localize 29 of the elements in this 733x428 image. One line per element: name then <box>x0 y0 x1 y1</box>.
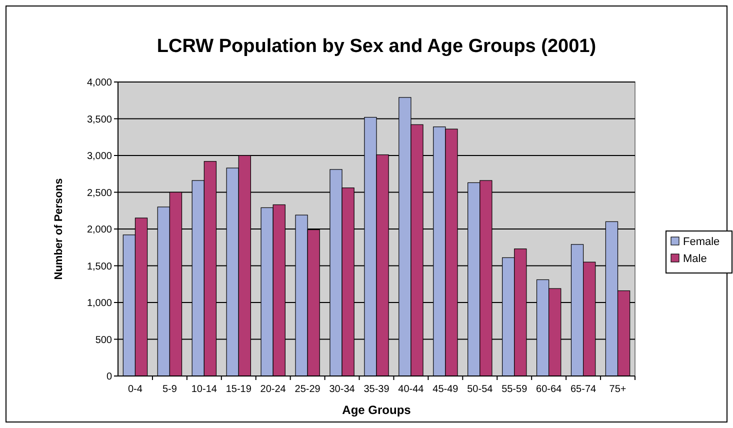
x-tick-label: 20-24 <box>260 384 286 395</box>
x-tick-label: 75+ <box>609 384 626 395</box>
x-tick-label: 30-34 <box>329 384 356 395</box>
x-tick-label: 45-49 <box>432 384 459 395</box>
y-axis-title: Number of Persons <box>53 178 65 280</box>
y-tick-label: 0 <box>106 372 112 382</box>
y-tick-label: 4,000 <box>86 78 112 88</box>
y-tick-label: 2,000 <box>86 224 112 236</box>
legend-label: Male <box>683 253 707 265</box>
x-tick-label: 60-64 <box>536 384 562 395</box>
y-tick-label: 1,500 <box>86 261 112 272</box>
y-tick-label: 1,000 <box>86 298 112 309</box>
x-axis-title: Age Groups <box>342 403 412 417</box>
x-tick-label: 25-29 <box>294 384 321 395</box>
x-tick-label: 50-54 <box>467 384 494 395</box>
x-tick-label: 55-59 <box>502 384 528 395</box>
x-tick-label: 35-39 <box>364 384 390 395</box>
x-tick-label: 15-19 <box>226 384 252 395</box>
x-tick-label: 40-44 <box>398 384 424 395</box>
x-tick-label: 0-4 <box>128 384 143 395</box>
y-tick-label: 2,500 <box>86 188 112 199</box>
legend-label: Female <box>683 236 720 248</box>
y-tick-label: 3,000 <box>86 151 112 162</box>
x-tick-label: 65-74 <box>570 384 597 395</box>
x-tick-label: 5-9 <box>162 384 178 395</box>
y-tick-label: 500 <box>95 334 112 346</box>
y-tick-label: 3,500 <box>86 114 112 126</box>
x-tick-label: 10-14 <box>191 384 218 395</box>
chart-title: LCRW Population by Sex and Age Groups (2001) <box>156 36 596 57</box>
